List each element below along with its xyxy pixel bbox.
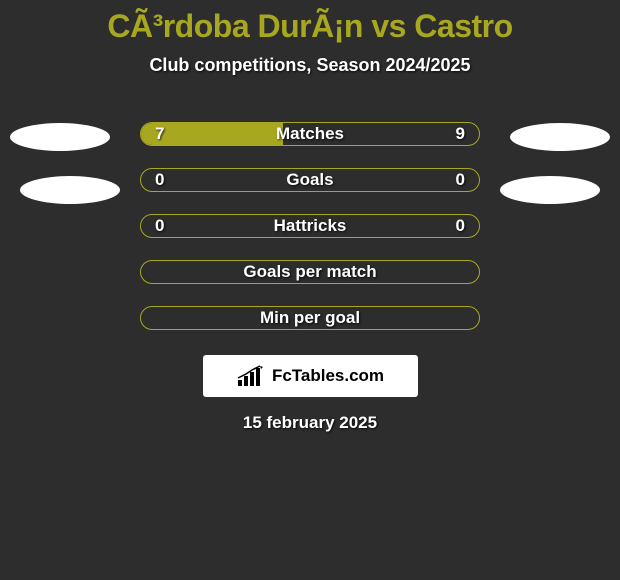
stat-label: Min per goal bbox=[260, 308, 360, 328]
logo-text: FcTables.com bbox=[272, 366, 384, 386]
stat-value-left: 0 bbox=[155, 170, 164, 190]
stat-value-left: 0 bbox=[155, 216, 164, 236]
stats-list: 7 9 Matches 0 0 Goals 0 0 Hattricks Goals per mat… bbox=[0, 111, 620, 341]
stat-row: 0 0 Goals bbox=[0, 157, 620, 203]
page-title: CÃ³rdoba DurÃ¡n vs Castro bbox=[0, 8, 620, 45]
stat-value-right: 9 bbox=[456, 124, 465, 144]
stat-row: 7 9 Matches bbox=[0, 111, 620, 157]
subtitle: Club competitions, Season 2024/2025 bbox=[0, 55, 620, 76]
stat-row: Goals per match bbox=[0, 249, 620, 295]
stat-row: Min per goal bbox=[0, 295, 620, 341]
chart-icon bbox=[236, 364, 266, 388]
stat-label: Goals per match bbox=[243, 262, 376, 282]
logo-box: FcTables.com bbox=[203, 355, 418, 397]
stat-row: 0 0 Hattricks bbox=[0, 203, 620, 249]
stat-bar: Goals per match bbox=[140, 260, 480, 284]
date-text: 15 february 2025 bbox=[0, 413, 620, 433]
comparison-container: CÃ³rdoba DurÃ¡n vs Castro Club competiti… bbox=[0, 0, 620, 433]
stat-value-right: 0 bbox=[456, 216, 465, 236]
stat-label: Hattricks bbox=[274, 216, 347, 236]
stat-label: Matches bbox=[276, 124, 344, 144]
stat-bar: 0 0 Hattricks bbox=[140, 214, 480, 238]
stat-bar: Min per goal bbox=[140, 306, 480, 330]
stat-value-right: 0 bbox=[456, 170, 465, 190]
stat-label: Goals bbox=[286, 170, 333, 190]
stat-bar: 7 9 Matches bbox=[140, 122, 480, 146]
stat-bar: 0 0 Goals bbox=[140, 168, 480, 192]
stat-value-left: 7 bbox=[155, 124, 164, 144]
